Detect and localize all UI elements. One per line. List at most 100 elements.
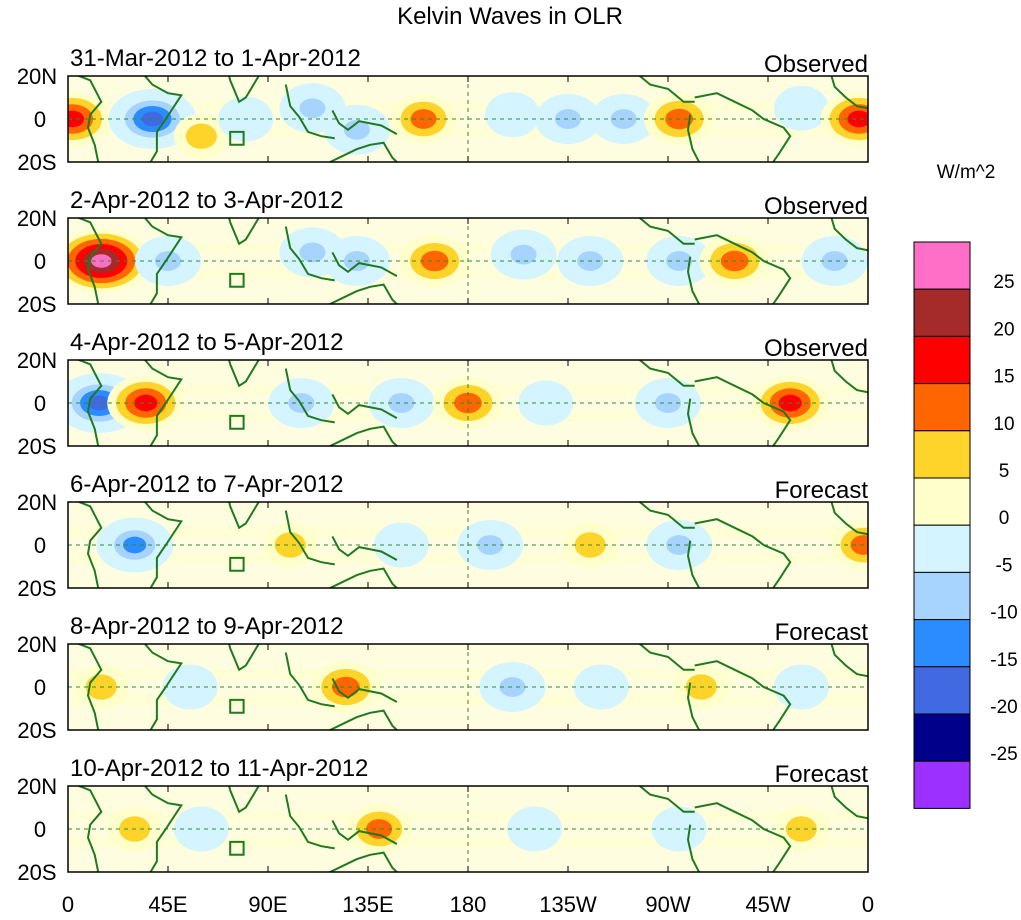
anomaly-contour	[585, 674, 617, 700]
anomaly-contour	[785, 95, 817, 121]
anomaly-contour	[88, 395, 110, 411]
y-tick-label: 20S	[17, 434, 56, 459]
coastlines	[76, 786, 868, 872]
y-tick-label: 20N	[17, 206, 57, 231]
central-america-coast	[638, 502, 695, 529]
south-america-west-coast	[686, 114, 701, 162]
anomaly-contour	[185, 816, 217, 842]
africa-west-coast	[76, 360, 103, 446]
y-tick-label: 0	[34, 675, 46, 700]
anomaly-contour	[274, 532, 306, 558]
south-america-east-coast	[694, 92, 792, 162]
anomaly-contour	[134, 394, 158, 412]
y-tick-label: 20N	[17, 774, 57, 799]
coastlines	[76, 644, 868, 730]
panels-group: 20N 0 20S 31-Mar-2012 to 1-Apr-2012 Observed…	[17, 45, 869, 885]
anomaly-contour	[385, 532, 417, 558]
colorbar-label: -10	[990, 603, 1017, 624]
colorbar-label: 10	[993, 414, 1014, 435]
colorbar-swatch	[913, 571, 971, 621]
anomaly-contour	[530, 390, 562, 416]
south-america-east-coast	[694, 234, 792, 304]
anomaly-contour	[420, 250, 449, 272]
colorbar-label: 15	[993, 367, 1014, 388]
south-america-east-coast	[694, 376, 792, 446]
island-marker	[229, 556, 245, 572]
africa-west-coast	[76, 502, 103, 588]
colorbar-swatch	[913, 288, 971, 337]
maritime-continent	[284, 84, 335, 140]
india-coast	[228, 502, 260, 530]
anomaly-blob	[484, 92, 540, 138]
anomaly-blob	[173, 806, 229, 852]
anomaly-blob	[518, 380, 574, 426]
anomaly-contour	[299, 98, 326, 119]
colorbar-swatch	[913, 335, 971, 385]
island-marker	[229, 698, 245, 714]
india-coast	[228, 76, 260, 104]
africa-east-coast	[143, 786, 183, 872]
india-coast	[228, 644, 260, 672]
anomaly-blob	[573, 664, 629, 710]
south-america-west-coast	[686, 398, 701, 446]
zonal-band	[68, 669, 868, 680]
west-africa-coast	[830, 76, 868, 110]
anomaly-contour	[68, 110, 85, 128]
south-america-west-coast	[686, 682, 701, 730]
indonesia-islands	[331, 677, 398, 703]
x-tick-label: 45E	[148, 892, 187, 917]
india-coast	[228, 218, 260, 246]
anomaly-contour	[388, 393, 415, 413]
africa-east-coast	[143, 360, 183, 446]
island-marker	[229, 130, 245, 146]
south-america-west-coast	[686, 256, 701, 304]
panel-status-label: Observed	[764, 51, 868, 78]
india-coast	[228, 360, 260, 388]
anomaly-blob	[820, 91, 868, 147]
africa-west-coast	[76, 76, 103, 162]
india-coast	[228, 786, 260, 814]
panel-status-label: Forecast	[775, 619, 869, 646]
west-africa-coast	[830, 360, 868, 394]
colorbar-label: 25	[993, 272, 1014, 293]
x-tick-label: 90E	[248, 892, 287, 917]
anomaly-contour	[785, 674, 817, 700]
colorbar-label: 20	[993, 319, 1014, 340]
x-tick-label: 0	[862, 892, 874, 917]
panel-5: 20N 0 20S 8-Apr-2012 to 9-Apr-2012 Forecast	[17, 613, 869, 743]
colorbar-label: -25	[990, 744, 1017, 765]
indonesia-islands	[331, 109, 398, 135]
x-tick-label: 135E	[342, 892, 393, 917]
anomaly-contour	[499, 677, 526, 697]
zonal-band	[68, 836, 868, 847]
south-america-west-coast	[686, 540, 701, 588]
panel-6: 20N 0 20S 10-Apr-2012 to 11-Apr-2012 Forecas…	[17, 755, 869, 885]
west-africa-coast	[830, 502, 868, 536]
x-tick-label: 135W	[539, 892, 597, 917]
x-axis-ticks: 0 45E 90E 135E 180 135W 90W 45W 0	[62, 892, 874, 917]
colorbar-swatch	[913, 524, 971, 573]
y-tick-label: 20S	[17, 718, 56, 743]
panel-2: 20N 0 20S 2-Apr-2012 to 3-Apr-2012 Observed	[17, 187, 869, 317]
anomaly-contour	[477, 535, 504, 555]
panel-status-label: Forecast	[775, 477, 869, 504]
anomaly-contour	[496, 101, 528, 128]
maritime-continent	[284, 652, 335, 708]
y-tick-label: 20N	[17, 632, 57, 657]
colorbar-swatch	[913, 477, 971, 526]
west-africa-coast	[830, 218, 868, 252]
y-tick-label: 0	[34, 107, 46, 132]
y-tick-label: 20N	[17, 64, 57, 89]
anomaly-blob	[773, 664, 829, 710]
australia-north-coast	[327, 283, 399, 304]
anomaly-blob	[323, 104, 390, 155]
island-marker	[229, 272, 245, 288]
south-america-west-coast	[686, 824, 701, 872]
y-tick-label: 0	[34, 817, 46, 842]
africa-east-coast	[143, 218, 183, 304]
panel-period-label: 31-Mar-2012 to 1-Apr-2012	[70, 45, 361, 72]
anomaly-contour	[299, 242, 326, 263]
zonal-band	[68, 811, 868, 822]
australia-north-coast	[327, 141, 399, 162]
y-tick-label: 20S	[17, 860, 56, 885]
